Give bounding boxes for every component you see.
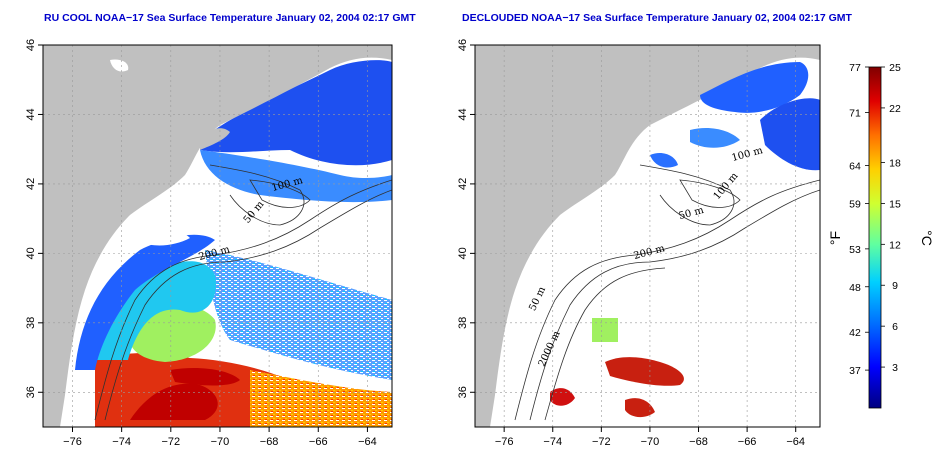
left-map-frame xyxy=(42,44,393,428)
colorbar-celsius-label: 22 xyxy=(889,103,901,115)
colorbar-celsius-label: 3 xyxy=(892,362,898,374)
colorbar-fahrenheit-label: 42 xyxy=(849,327,861,339)
right-map xyxy=(475,45,820,427)
colorbar-fahrenheit-label: 64 xyxy=(849,161,861,173)
right-xtick-label: −72 xyxy=(592,436,611,448)
colorbar-celsius-label: 15 xyxy=(889,198,901,210)
left-ytick-label: 38 xyxy=(25,317,37,329)
right-map-title: DECLOUDED NOAA−17 Sea Surface Temperatur… xyxy=(462,12,852,24)
left-ytick-label: 46 xyxy=(25,39,37,51)
left-xtick-label: −64 xyxy=(358,436,377,448)
right-ytick-label: 46 xyxy=(457,39,469,51)
left-cloud-patch-2 xyxy=(110,59,129,72)
left-xtick-label: −70 xyxy=(211,436,230,448)
left-land-cape xyxy=(200,128,230,150)
right-gulf-blue xyxy=(700,62,809,113)
colorbar-celsius-label: 25 xyxy=(889,62,901,74)
colorbar-fahrenheit-label: 77 xyxy=(849,62,861,74)
left-ytick-label: 40 xyxy=(25,247,37,259)
colorbar-fahrenheit-label: 59 xyxy=(849,198,861,210)
left-xtick-label: −74 xyxy=(112,436,131,448)
left-map xyxy=(43,45,392,427)
left-contours xyxy=(94,164,392,421)
right-land xyxy=(475,45,820,427)
colorbar-fahrenheit-label: 71 xyxy=(849,107,861,119)
right-green-patch xyxy=(592,318,618,342)
right-map-frame xyxy=(474,44,821,428)
right-xtick-label: −70 xyxy=(641,436,660,448)
left-map-title: RU COOL NOAA−17 Sea Surface Temperature … xyxy=(44,12,416,24)
left-red-hot-2 xyxy=(170,368,240,386)
right-blue-patch-2 xyxy=(650,153,678,168)
right-ytick-label: 40 xyxy=(457,247,469,259)
right-xtick-label: −68 xyxy=(689,436,708,448)
left-xtick-label: −72 xyxy=(161,436,180,448)
colorbar-celsius-label: 6 xyxy=(892,321,898,333)
left-xtick-label: −66 xyxy=(309,436,328,448)
left-cloud-patch xyxy=(140,227,190,246)
left-blue-shelf xyxy=(75,234,215,370)
right-blue-patch xyxy=(690,128,740,148)
left-warm-noise xyxy=(250,370,392,427)
right-red-patch-3 xyxy=(625,398,655,418)
left-xtick-label: −68 xyxy=(260,436,279,448)
left-ytick-label: 42 xyxy=(25,178,37,190)
left-land xyxy=(43,45,392,427)
left-green-water xyxy=(129,306,216,362)
colorbar xyxy=(868,66,882,409)
left-red-hot xyxy=(130,383,218,420)
left-shelf-blue xyxy=(200,150,392,203)
colorbar-fahrenheit-label: 48 xyxy=(849,282,861,294)
colorbar-celsius-label: 12 xyxy=(889,239,901,251)
colorbar-fahrenheit-label: 53 xyxy=(849,244,861,256)
right-ytick-label: 38 xyxy=(457,317,469,329)
right-red-patch-2 xyxy=(550,388,575,406)
right-red-patch xyxy=(605,357,684,386)
colorbar-celsius-unit: °C xyxy=(919,230,935,246)
right-ytick-label: 42 xyxy=(457,178,469,190)
left-noisy-water xyxy=(205,250,392,380)
right-xtick-label: −74 xyxy=(543,436,562,448)
left-xtick-label: −76 xyxy=(63,436,82,448)
left-ytick-label: 44 xyxy=(25,108,37,120)
right-contours xyxy=(514,164,820,421)
right-xtick-label: −76 xyxy=(495,436,514,448)
right-xtick-label: −64 xyxy=(786,436,805,448)
right-gulf-blue-2 xyxy=(760,98,820,171)
colorbar-fahrenheit-label: 37 xyxy=(849,365,861,377)
colorbar-celsius-label: 18 xyxy=(889,157,901,169)
colorbar-fahrenheit-unit: °F xyxy=(827,231,843,245)
left-ytick-label: 36 xyxy=(25,386,37,398)
right-xtick-label: −66 xyxy=(738,436,757,448)
right-ytick-label: 44 xyxy=(457,108,469,120)
right-ytick-label: 36 xyxy=(457,386,469,398)
left-gulf-blue xyxy=(200,60,392,166)
colorbar-celsius-label: 9 xyxy=(892,280,898,292)
